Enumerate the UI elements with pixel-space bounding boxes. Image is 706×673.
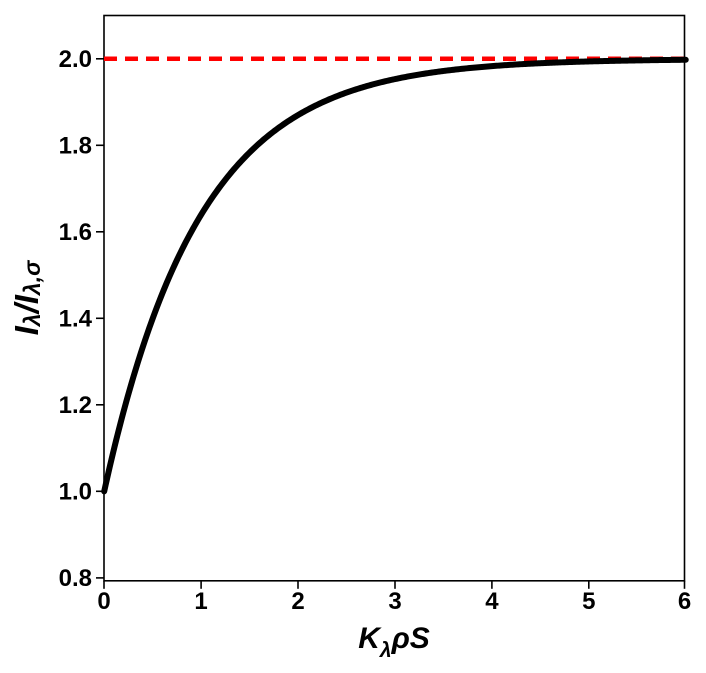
svg-text:1: 1	[194, 588, 207, 615]
svg-text:3: 3	[388, 588, 401, 615]
svg-text:0.8: 0.8	[59, 565, 92, 592]
svg-text:1.4: 1.4	[59, 306, 93, 333]
svg-text:6: 6	[678, 588, 691, 615]
svg-text:4: 4	[485, 588, 499, 615]
svg-text:1.0: 1.0	[59, 479, 92, 506]
svg-text:5: 5	[582, 588, 595, 615]
svg-text:1.8: 1.8	[59, 133, 92, 160]
svg-text:2.0: 2.0	[59, 46, 92, 73]
svg-text:KλρS: KλρS	[358, 622, 430, 662]
svg-text:1.2: 1.2	[59, 392, 92, 419]
svg-text:1.6: 1.6	[59, 219, 92, 246]
svg-text:Iλ/Iλ,σ: Iλ/Iλ,σ	[8, 260, 45, 335]
svg-text:0: 0	[97, 588, 110, 615]
svg-text:2: 2	[291, 588, 304, 615]
